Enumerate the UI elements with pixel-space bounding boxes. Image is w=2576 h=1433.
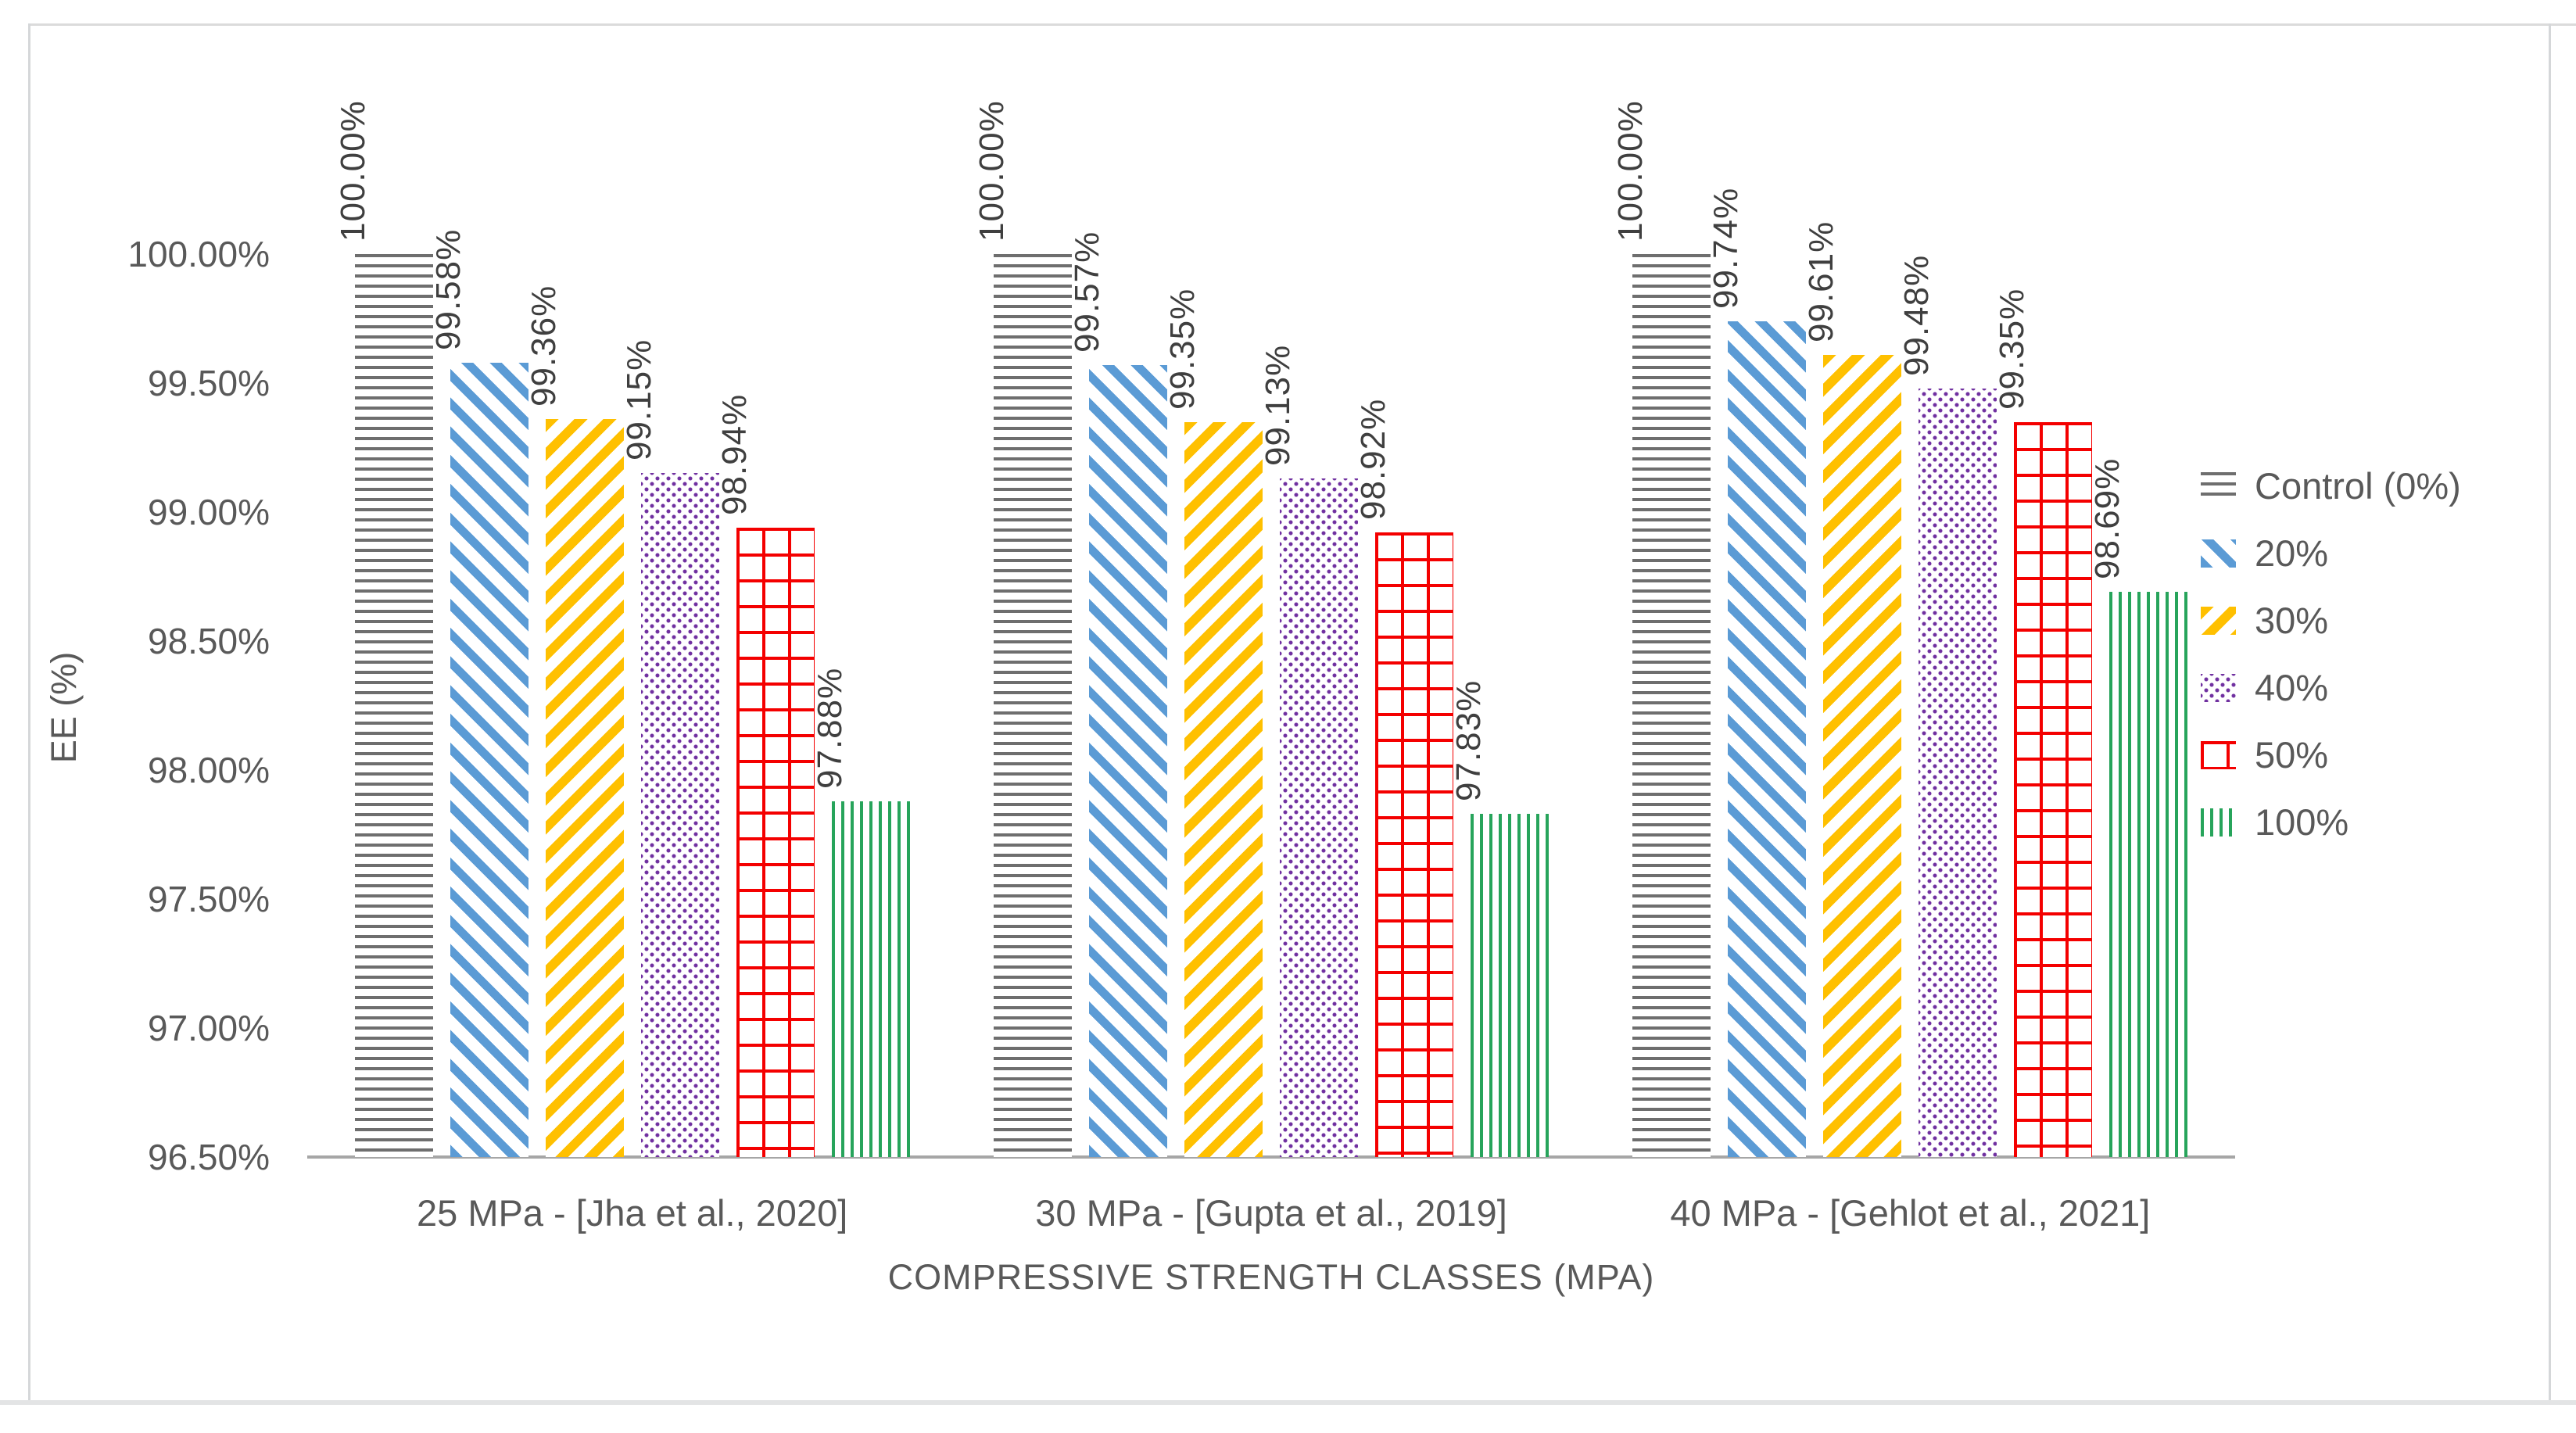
x-axis-baseline — [307, 1155, 2235, 1159]
bar-dots-group3 — [1919, 389, 1997, 1157]
bar-diagonal-back-group1 — [546, 419, 624, 1157]
x-axis-title: COMPRESSIVE STRENGTH CLASSES (MPA) — [887, 1257, 1655, 1297]
bar-data-label: 98.69% — [2088, 457, 2126, 579]
bar-data-label: 97.83% — [1449, 679, 1488, 801]
bar-horizontal-lines-group1 — [355, 254, 433, 1157]
y-axis-title: EE (%) — [44, 651, 84, 764]
legend-item-30-: 30% — [2201, 600, 2461, 641]
legend-label: 30% — [2255, 600, 2329, 641]
bar-data-label: 100.00% — [973, 100, 1011, 242]
figure-frame-left-border — [28, 23, 30, 1402]
legend-item-20-: 20% — [2201, 532, 2461, 574]
bar-vertical-lines-group2 — [1471, 814, 1549, 1157]
bar-horizontal-lines-group3 — [1632, 254, 1711, 1157]
bar-horizontal-lines-group2 — [994, 254, 1072, 1157]
diagonal-forward-swatch-icon — [2201, 539, 2236, 568]
vertical-lines-swatch-icon — [2201, 808, 2236, 837]
bar-data-label: 98.94% — [715, 393, 754, 515]
bar-grid-group2 — [1375, 532, 1453, 1157]
legend-label: 50% — [2255, 734, 2329, 776]
y-axis-tick-label: 96.50% — [147, 1137, 270, 1177]
bar-data-label: 98.92% — [1354, 398, 1392, 520]
bar-data-label: 99.36% — [525, 285, 563, 407]
legend-label: Control (0%) — [2255, 465, 2461, 507]
bar-data-label: 99.13% — [1259, 344, 1297, 466]
bar-data-label: 99.15% — [620, 339, 658, 460]
bar-diagonal-forward-group1 — [450, 363, 528, 1157]
dots-swatch-icon — [2201, 673, 2236, 702]
chart-legend: Control (0%) 20% 30% 40% 50% 100% — [2201, 465, 2461, 843]
horizontal-lines-swatch-icon — [2201, 471, 2236, 500]
legend-item-100-: 100% — [2201, 801, 2461, 843]
y-axis-tick-label: 97.00% — [147, 1008, 270, 1048]
bar-grid-group1 — [736, 528, 815, 1157]
bar-diagonal-forward-group3 — [1728, 321, 1806, 1157]
legend-item-control-0-: Control (0%) — [2201, 465, 2461, 507]
legend-label: 40% — [2255, 667, 2329, 708]
legend-item-40-: 40% — [2201, 667, 2461, 708]
bar-data-label: 99.61% — [1802, 220, 1840, 342]
bar-dots-group2 — [1280, 478, 1358, 1157]
bar-data-label: 99.57% — [1068, 231, 1106, 353]
bar-vertical-lines-group1 — [832, 801, 910, 1157]
bar-data-label: 99.35% — [1163, 288, 1202, 410]
x-axis-category-label: 30 MPa - [Gupta et al., 2019] — [1035, 1192, 1507, 1234]
y-axis-tick-label: 99.00% — [147, 492, 270, 532]
y-axis-tick-label: 100.00% — [127, 234, 270, 274]
bar-data-label: 99.35% — [1993, 288, 2031, 410]
bar-data-label: 99.48% — [1897, 254, 1936, 376]
legend-label: 100% — [2255, 801, 2349, 843]
y-axis-tick-label: 98.50% — [147, 621, 270, 661]
legend-item-50-: 50% — [2201, 734, 2461, 776]
y-axis-tick-label: 98.00% — [147, 750, 270, 790]
x-axis-category-label: 40 MPa - [Gehlot et al., 2021] — [1670, 1192, 2151, 1234]
legend-label: 20% — [2255, 532, 2329, 574]
figure-frame-top-border — [28, 23, 2576, 26]
bar-grid-group3 — [2014, 422, 2092, 1157]
figure-frame-right-border — [2549, 23, 2551, 1402]
bar-diagonal-back-group3 — [1823, 355, 1901, 1157]
grid-swatch-icon — [2201, 740, 2236, 769]
x-axis-category-label: 25 MPa - [Jha et al., 2020] — [417, 1192, 848, 1234]
bar-data-label: 100.00% — [334, 100, 372, 242]
bar-diagonal-forward-group2 — [1089, 365, 1167, 1157]
bar-data-label: 99.58% — [429, 228, 468, 350]
bar-data-label: 97.88% — [811, 667, 849, 789]
bar-vertical-lines-group3 — [2109, 592, 2187, 1157]
diagonal-back-swatch-icon — [2201, 606, 2236, 635]
y-axis-tick-label: 97.50% — [147, 879, 270, 919]
figure-frame-bottom-border — [0, 1400, 2576, 1405]
y-axis-tick-label: 99.50% — [147, 363, 270, 403]
bar-dots-group1 — [641, 473, 719, 1157]
bar-diagonal-back-group2 — [1184, 422, 1263, 1157]
bar-data-label: 100.00% — [1611, 100, 1650, 242]
bar-data-label: 99.74% — [1707, 187, 1745, 309]
